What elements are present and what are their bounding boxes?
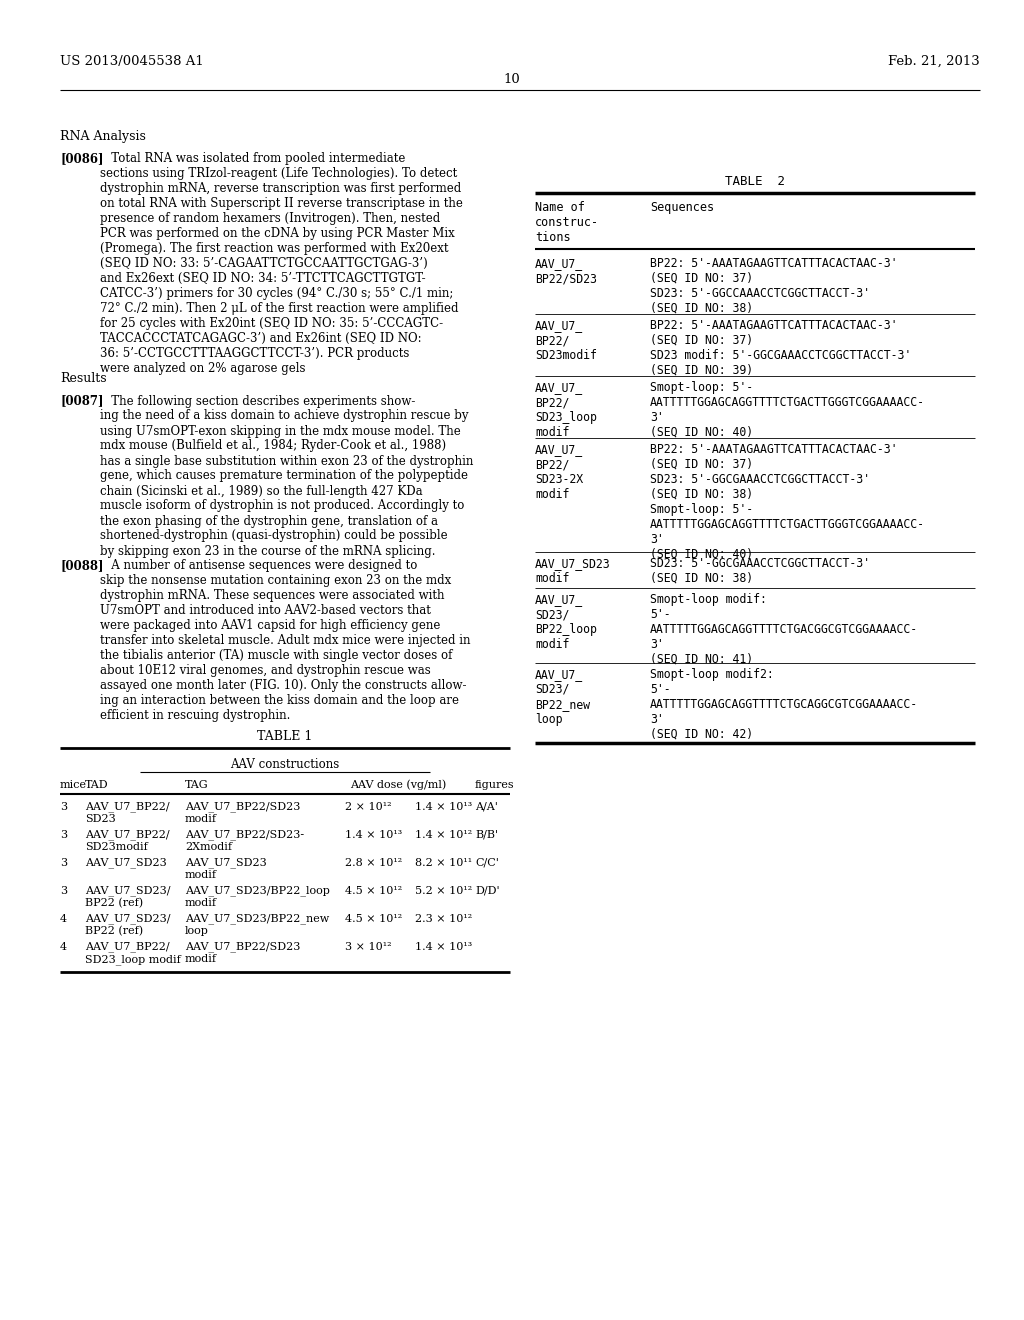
Text: Name of
construc-
tions: Name of construc- tions [535,201,599,244]
Text: AAV_U7_SD23
modif: AAV_U7_SD23 modif [185,858,266,880]
Text: AAV_U7_BP22/SD23-
2Xmodif: AAV_U7_BP22/SD23- 2Xmodif [185,829,304,851]
Text: A number of antisense sequences were designed to
skip the nonsense mutation cont: A number of antisense sequences were des… [100,558,470,722]
Text: D/D': D/D' [475,886,500,895]
Text: SD23: 5'-GGCGAAACCTCGGCTTACCT-3'
(SEQ ID NO: 38): SD23: 5'-GGCGAAACCTCGGCTTACCT-3' (SEQ ID… [650,557,870,585]
Text: 3: 3 [60,801,68,812]
Text: 4.5 × 10¹²: 4.5 × 10¹² [345,913,402,924]
Text: BP22: 5'-AAATAGAAGTTCATTTACACTAAC-3'
(SEQ ID NO: 37)
SD23: 5'-GGCGAAACCTCGGCTTAC: BP22: 5'-AAATAGAAGTTCATTTACACTAAC-3' (SE… [650,444,925,561]
Text: AAV_U7_SD23/BP22_new
loop: AAV_U7_SD23/BP22_new loop [185,913,330,936]
Text: 2.3 × 10¹²: 2.3 × 10¹² [415,913,472,924]
Text: 3 × 10¹²: 3 × 10¹² [345,941,391,952]
Text: AAV_U7_BP22/
SD23: AAV_U7_BP22/ SD23 [85,801,170,824]
Text: A/A': A/A' [475,801,498,812]
Text: Total RNA was isolated from pooled intermediate
sections using TRIzol-reagent (L: Total RNA was isolated from pooled inter… [100,152,463,375]
Text: 3: 3 [60,829,68,840]
Text: 1.4 × 10¹²: 1.4 × 10¹² [415,829,472,840]
Text: BP22: 5'-AAATAGAAGTTCATTTACACTAAC-3'
(SEQ ID NO: 37)
SD23: 5'-GGCCAAACCTCGGCTTAC: BP22: 5'-AAATAGAAGTTCATTTACACTAAC-3' (SE… [650,257,897,315]
Text: 2.8 × 10¹²: 2.8 × 10¹² [345,858,402,867]
Text: mice: mice [60,780,87,789]
Text: AAV_U7_
SD23/
BP22_loop
modif: AAV_U7_ SD23/ BP22_loop modif [535,593,597,651]
Text: 1.4 × 10¹³: 1.4 × 10¹³ [415,941,472,952]
Text: TAG: TAG [185,780,209,789]
Text: AAV_U7_SD23/BP22_loop
modif: AAV_U7_SD23/BP22_loop modif [185,886,330,908]
Text: [0088]: [0088] [60,558,103,572]
Text: figures: figures [475,780,515,789]
Text: AAV_U7_SD23
modif: AAV_U7_SD23 modif [535,557,610,585]
Text: AAV_U7_
BP22/SD23: AAV_U7_ BP22/SD23 [535,257,597,285]
Text: 8.2 × 10¹¹: 8.2 × 10¹¹ [415,858,472,867]
Text: The following section describes experiments show-
ing the need of a kiss domain : The following section describes experime… [100,395,473,557]
Text: AAV constructions: AAV constructions [230,758,340,771]
Text: AAV_U7_SD23/
BP22 (ref): AAV_U7_SD23/ BP22 (ref) [85,913,171,936]
Text: TABLE 1: TABLE 1 [257,730,312,742]
Text: 4: 4 [60,941,68,952]
Text: TABLE  2: TABLE 2 [725,176,785,187]
Text: 2 × 10¹²: 2 × 10¹² [345,801,391,812]
Text: AAV_U7_BP22/
SD23modif: AAV_U7_BP22/ SD23modif [85,829,170,851]
Text: Results: Results [60,372,106,385]
Text: Feb. 21, 2013: Feb. 21, 2013 [888,55,980,69]
Text: US 2013/0045538 A1: US 2013/0045538 A1 [60,55,204,69]
Text: 3: 3 [60,858,68,867]
Text: Smopt-loop: 5'-
AATTTTTGGAGCAGGTTTTCTGACTTGGGTCGGAAAACC-
3'
(SEQ ID NO: 40): Smopt-loop: 5'- AATTTTTGGAGCAGGTTTTCTGAC… [650,381,925,440]
Text: 5.2 × 10¹²: 5.2 × 10¹² [415,886,472,895]
Text: 10: 10 [504,73,520,86]
Text: Smopt-loop modif:
5'-
AATTTTTGGAGCAGGTTTTCTGACGGCGTCGGAAAACC-
3'
(SEQ ID NO: 41): Smopt-loop modif: 5'- AATTTTTGGAGCAGGTTT… [650,593,919,667]
Text: Smopt-loop modif2:
5'-
AATTTTTGGAGCAGGTTTTCTGCAGGCGTCGGAAAACC-
3'
(SEQ ID NO: 42: Smopt-loop modif2: 5'- AATTTTTGGAGCAGGTT… [650,668,919,741]
Text: AAV_U7_
BP22/
SD23_loop
modif: AAV_U7_ BP22/ SD23_loop modif [535,381,597,440]
Text: AAV_U7_
SD23/
BP22_new
loop: AAV_U7_ SD23/ BP22_new loop [535,668,590,726]
Text: C/C': C/C' [475,858,499,867]
Text: AAV_U7_BP22/
SD23_loop modif: AAV_U7_BP22/ SD23_loop modif [85,941,181,965]
Text: 1.4 × 10¹³: 1.4 × 10¹³ [415,801,472,812]
Text: AAV_U7_SD23/
BP22 (ref): AAV_U7_SD23/ BP22 (ref) [85,886,171,908]
Text: 4.5 × 10¹²: 4.5 × 10¹² [345,886,402,895]
Text: AAV_U7_SD23: AAV_U7_SD23 [85,858,167,869]
Text: AAV_U7_
BP22/
SD23modif: AAV_U7_ BP22/ SD23modif [535,319,597,362]
Text: [0087]: [0087] [60,395,103,408]
Text: TAD: TAD [85,780,109,789]
Text: B/B': B/B' [475,829,498,840]
Text: AAV_U7_BP22/SD23
modif: AAV_U7_BP22/SD23 modif [185,941,300,964]
Text: 3: 3 [60,886,68,895]
Text: AAV_U7_
BP22/
SD23-2X
modif: AAV_U7_ BP22/ SD23-2X modif [535,444,583,502]
Text: [0086]: [0086] [60,152,103,165]
Text: 1.4 × 10¹³: 1.4 × 10¹³ [345,829,402,840]
Text: BP22: 5'-AAATAGAAGTTCATTTACACTAAC-3'
(SEQ ID NO: 37)
SD23 modif: 5'-GGCGAAACCTCG: BP22: 5'-AAATAGAAGTTCATTTACACTAAC-3' (SE… [650,319,911,378]
Text: 4: 4 [60,913,68,924]
Text: Sequences: Sequences [650,201,714,214]
Text: AAV dose (vg/ml): AAV dose (vg/ml) [350,780,446,791]
Text: AAV_U7_BP22/SD23
modif: AAV_U7_BP22/SD23 modif [185,801,300,824]
Text: RNA Analysis: RNA Analysis [60,129,145,143]
